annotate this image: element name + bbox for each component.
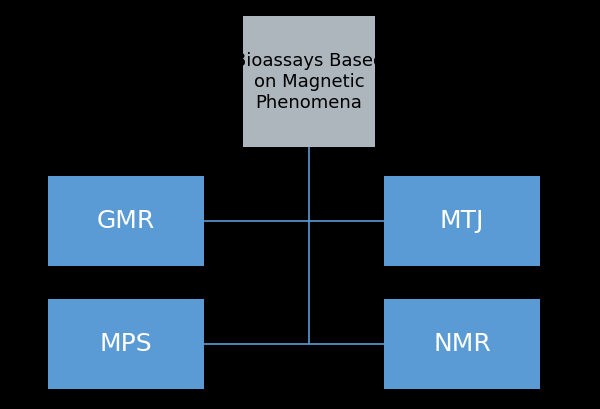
FancyBboxPatch shape (243, 16, 375, 147)
FancyBboxPatch shape (384, 299, 540, 389)
FancyBboxPatch shape (48, 176, 204, 266)
Text: Bioassays Based
on Magnetic
Phenomena: Bioassays Based on Magnetic Phenomena (234, 52, 384, 112)
FancyBboxPatch shape (384, 176, 540, 266)
FancyBboxPatch shape (48, 299, 204, 389)
Text: NMR: NMR (433, 332, 491, 355)
Text: MTJ: MTJ (440, 209, 484, 233)
Text: MPS: MPS (100, 332, 152, 355)
Text: GMR: GMR (97, 209, 155, 233)
